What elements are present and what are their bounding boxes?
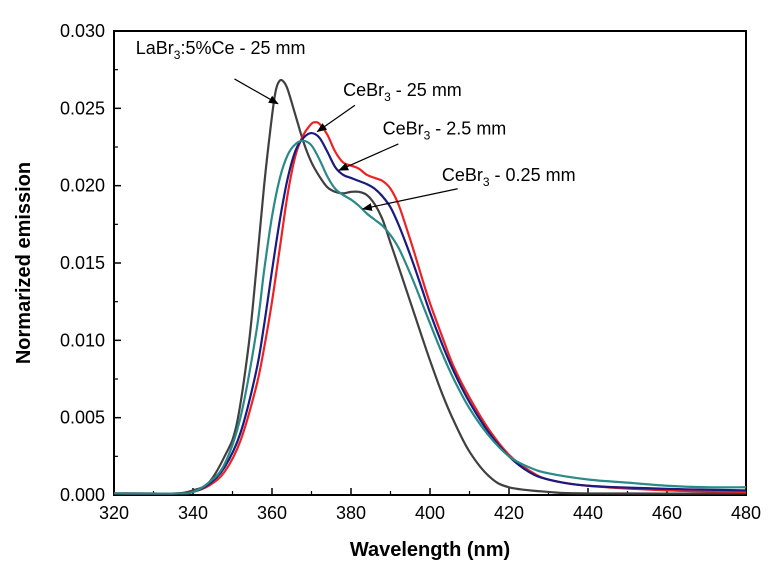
- x-tick-label: 420: [494, 503, 524, 523]
- y-tick-label: 0.000: [60, 485, 105, 505]
- annotation-label-part: 3: [174, 48, 181, 62]
- annotation-label-part: CeBr: [442, 165, 483, 185]
- annotation-label-part: - 25 mm: [391, 80, 462, 100]
- x-tick-label: 400: [415, 503, 445, 523]
- annotation-label-part: CeBr: [383, 119, 424, 139]
- annotation-arrow: [338, 143, 399, 171]
- series-group: [113, 78, 747, 495]
- y-tick-label: 0.010: [60, 330, 105, 350]
- annotation-label: CeBr3 - 0.25 mm: [442, 165, 576, 189]
- x-axis-title: Wavelength (nm): [350, 539, 510, 561]
- annotation-label: LaBr3:5%Ce - 25 mm: [136, 38, 306, 62]
- y-tick-label: 0.020: [60, 176, 105, 196]
- y-tick-label: 0.025: [60, 98, 105, 118]
- annotation-arrow: [234, 78, 279, 105]
- annotation-label-part: LaBr: [136, 38, 174, 58]
- x-tick-label: 320: [99, 503, 129, 523]
- x-tick-label: 380: [336, 503, 366, 523]
- x-tick-label: 360: [257, 503, 287, 523]
- annotation-label-part: 3: [483, 175, 490, 189]
- annotation-label-part: - 0.25 mm: [490, 165, 576, 185]
- axis-ticks: 320 340 360 380 400 420 440 460 480 0.000 0.005 0.0…: [60, 21, 761, 523]
- series-line-labr3-25mm: [113, 78, 747, 495]
- y-tick-label: 0.015: [60, 253, 105, 273]
- series-line-cebr3-25mm: [113, 121, 747, 495]
- y-tick-label: 0.030: [60, 21, 105, 41]
- y-tick-label: 0.005: [60, 408, 105, 428]
- annotation-label-part: CeBr: [343, 80, 384, 100]
- annotation-arrow: [361, 188, 458, 211]
- annotation-label-part: - 2.5 mm: [430, 119, 506, 139]
- annotation-label-part: 3: [384, 90, 391, 104]
- annotation-label-part: 3: [424, 129, 431, 143]
- series-line-cebr3-0-25mm: [113, 139, 747, 495]
- x-tick-label: 340: [178, 503, 208, 523]
- y-axis-title: Normarized emission: [13, 162, 35, 364]
- x-tick-label: 480: [731, 503, 761, 523]
- x-tick-label: 460: [652, 503, 682, 523]
- annotation-label: CeBr3 - 25 mm: [343, 80, 462, 104]
- series-line-cebr3-2-5mm: [113, 131, 747, 495]
- annotation-arrow: [316, 104, 356, 133]
- annotation-label-part: :5%Ce - 25 mm: [180, 38, 305, 58]
- annotation-label: CeBr3 - 2.5 mm: [383, 119, 507, 143]
- plot-frame: [113, 30, 747, 496]
- x-tick-label: 440: [573, 503, 603, 523]
